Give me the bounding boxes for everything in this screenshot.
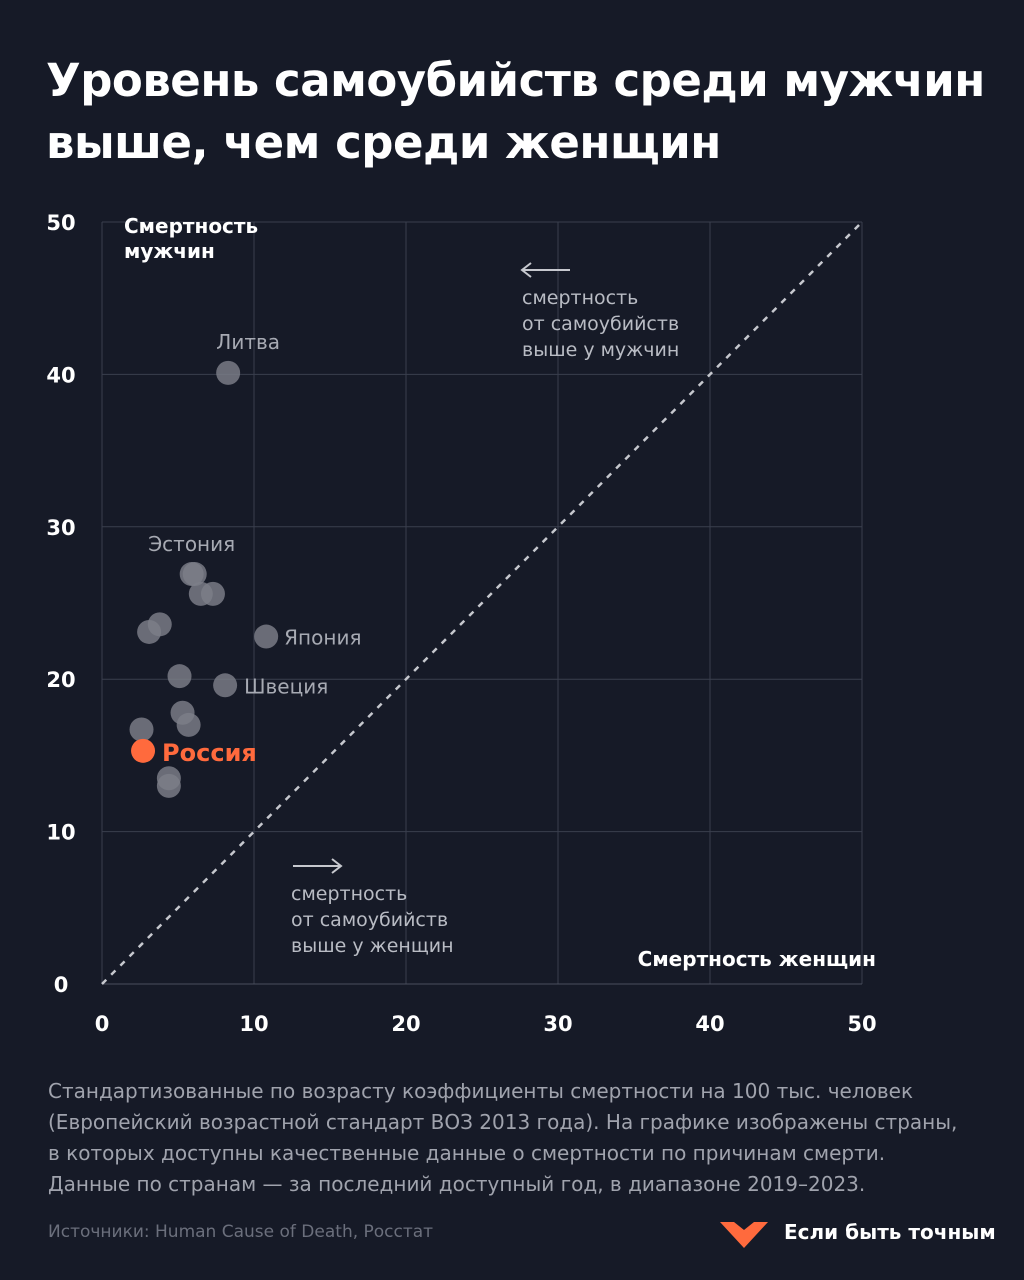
y-tick-label: 10 bbox=[46, 821, 75, 845]
source-note: Источники: Human Cause of Death, Росстат bbox=[48, 1222, 434, 1242]
annotation-text: смертность bbox=[522, 287, 638, 309]
y-tick-label: 30 bbox=[46, 516, 75, 540]
caption-line: в которых доступны качественные данные о… bbox=[48, 1141, 886, 1165]
data-point bbox=[137, 619, 162, 644]
brand[interactable]: Если быть точным bbox=[718, 1212, 996, 1252]
x-tick-label: 10 bbox=[239, 1012, 268, 1036]
diagonal-reference-line bbox=[101, 221, 863, 985]
point-label: Швеция bbox=[244, 674, 328, 698]
y-tick-label: 0 bbox=[54, 973, 69, 997]
caption-line: (Европейский возрастной стандарт ВОЗ 201… bbox=[48, 1110, 958, 1134]
x-tick-label: 50 bbox=[847, 1012, 876, 1036]
data-point bbox=[216, 360, 241, 385]
brand-name: Если быть точным bbox=[784, 1220, 996, 1244]
chart-title: Уровень самоубийств среди мужчин выше, ч… bbox=[46, 50, 996, 174]
x-tick-label: 40 bbox=[695, 1012, 724, 1036]
y-tick-label: 40 bbox=[46, 363, 75, 387]
arrow-right-icon bbox=[331, 858, 343, 874]
annotation-text: выше у женщин bbox=[291, 935, 454, 957]
data-point-highlight bbox=[131, 738, 156, 763]
chart-title-line-2: выше, чем среди женщин bbox=[46, 116, 721, 169]
data-point bbox=[213, 673, 238, 698]
y-axis-title: Смертность bbox=[124, 214, 258, 238]
annotation-text: от самоубийств bbox=[291, 909, 448, 931]
data-point bbox=[254, 624, 279, 649]
x-tick-label: 20 bbox=[391, 1012, 420, 1036]
y-tick-label: 50 bbox=[46, 211, 75, 235]
data-point bbox=[156, 773, 181, 798]
caption-line: Данные по странам — за последний доступн… bbox=[48, 1172, 866, 1196]
point-label: Эстония bbox=[148, 532, 235, 556]
data-point bbox=[200, 581, 225, 606]
point-label: Литва bbox=[216, 330, 280, 354]
chart-title-line-1: Уровень самоубийств среди мужчин bbox=[46, 54, 985, 107]
x-tick-label: 30 bbox=[543, 1012, 572, 1036]
data-point bbox=[182, 562, 207, 587]
caption-line: Стандартизованные по возрасту коэффициен… bbox=[48, 1079, 914, 1103]
point-label: Япония bbox=[284, 626, 361, 650]
data-point bbox=[176, 712, 201, 737]
data-point bbox=[167, 664, 192, 689]
point-label: Россия bbox=[162, 739, 257, 767]
annotation-text: от самоубийств bbox=[522, 313, 679, 335]
x-tick-label: 0 bbox=[95, 1012, 110, 1036]
annotation-text: выше у мужчин bbox=[522, 339, 679, 361]
annotation-text: смертность bbox=[291, 883, 407, 905]
chart-caption: Стандартизованные по возрасту коэффициен… bbox=[48, 1076, 988, 1200]
y-axis-title: мужчин bbox=[124, 239, 215, 263]
arrow-left-icon bbox=[520, 262, 532, 278]
x-axis-title: Смертность женщин bbox=[638, 947, 876, 971]
brand-logo-icon bbox=[720, 1222, 768, 1248]
y-tick-label: 20 bbox=[46, 668, 75, 692]
data-point bbox=[129, 717, 154, 742]
